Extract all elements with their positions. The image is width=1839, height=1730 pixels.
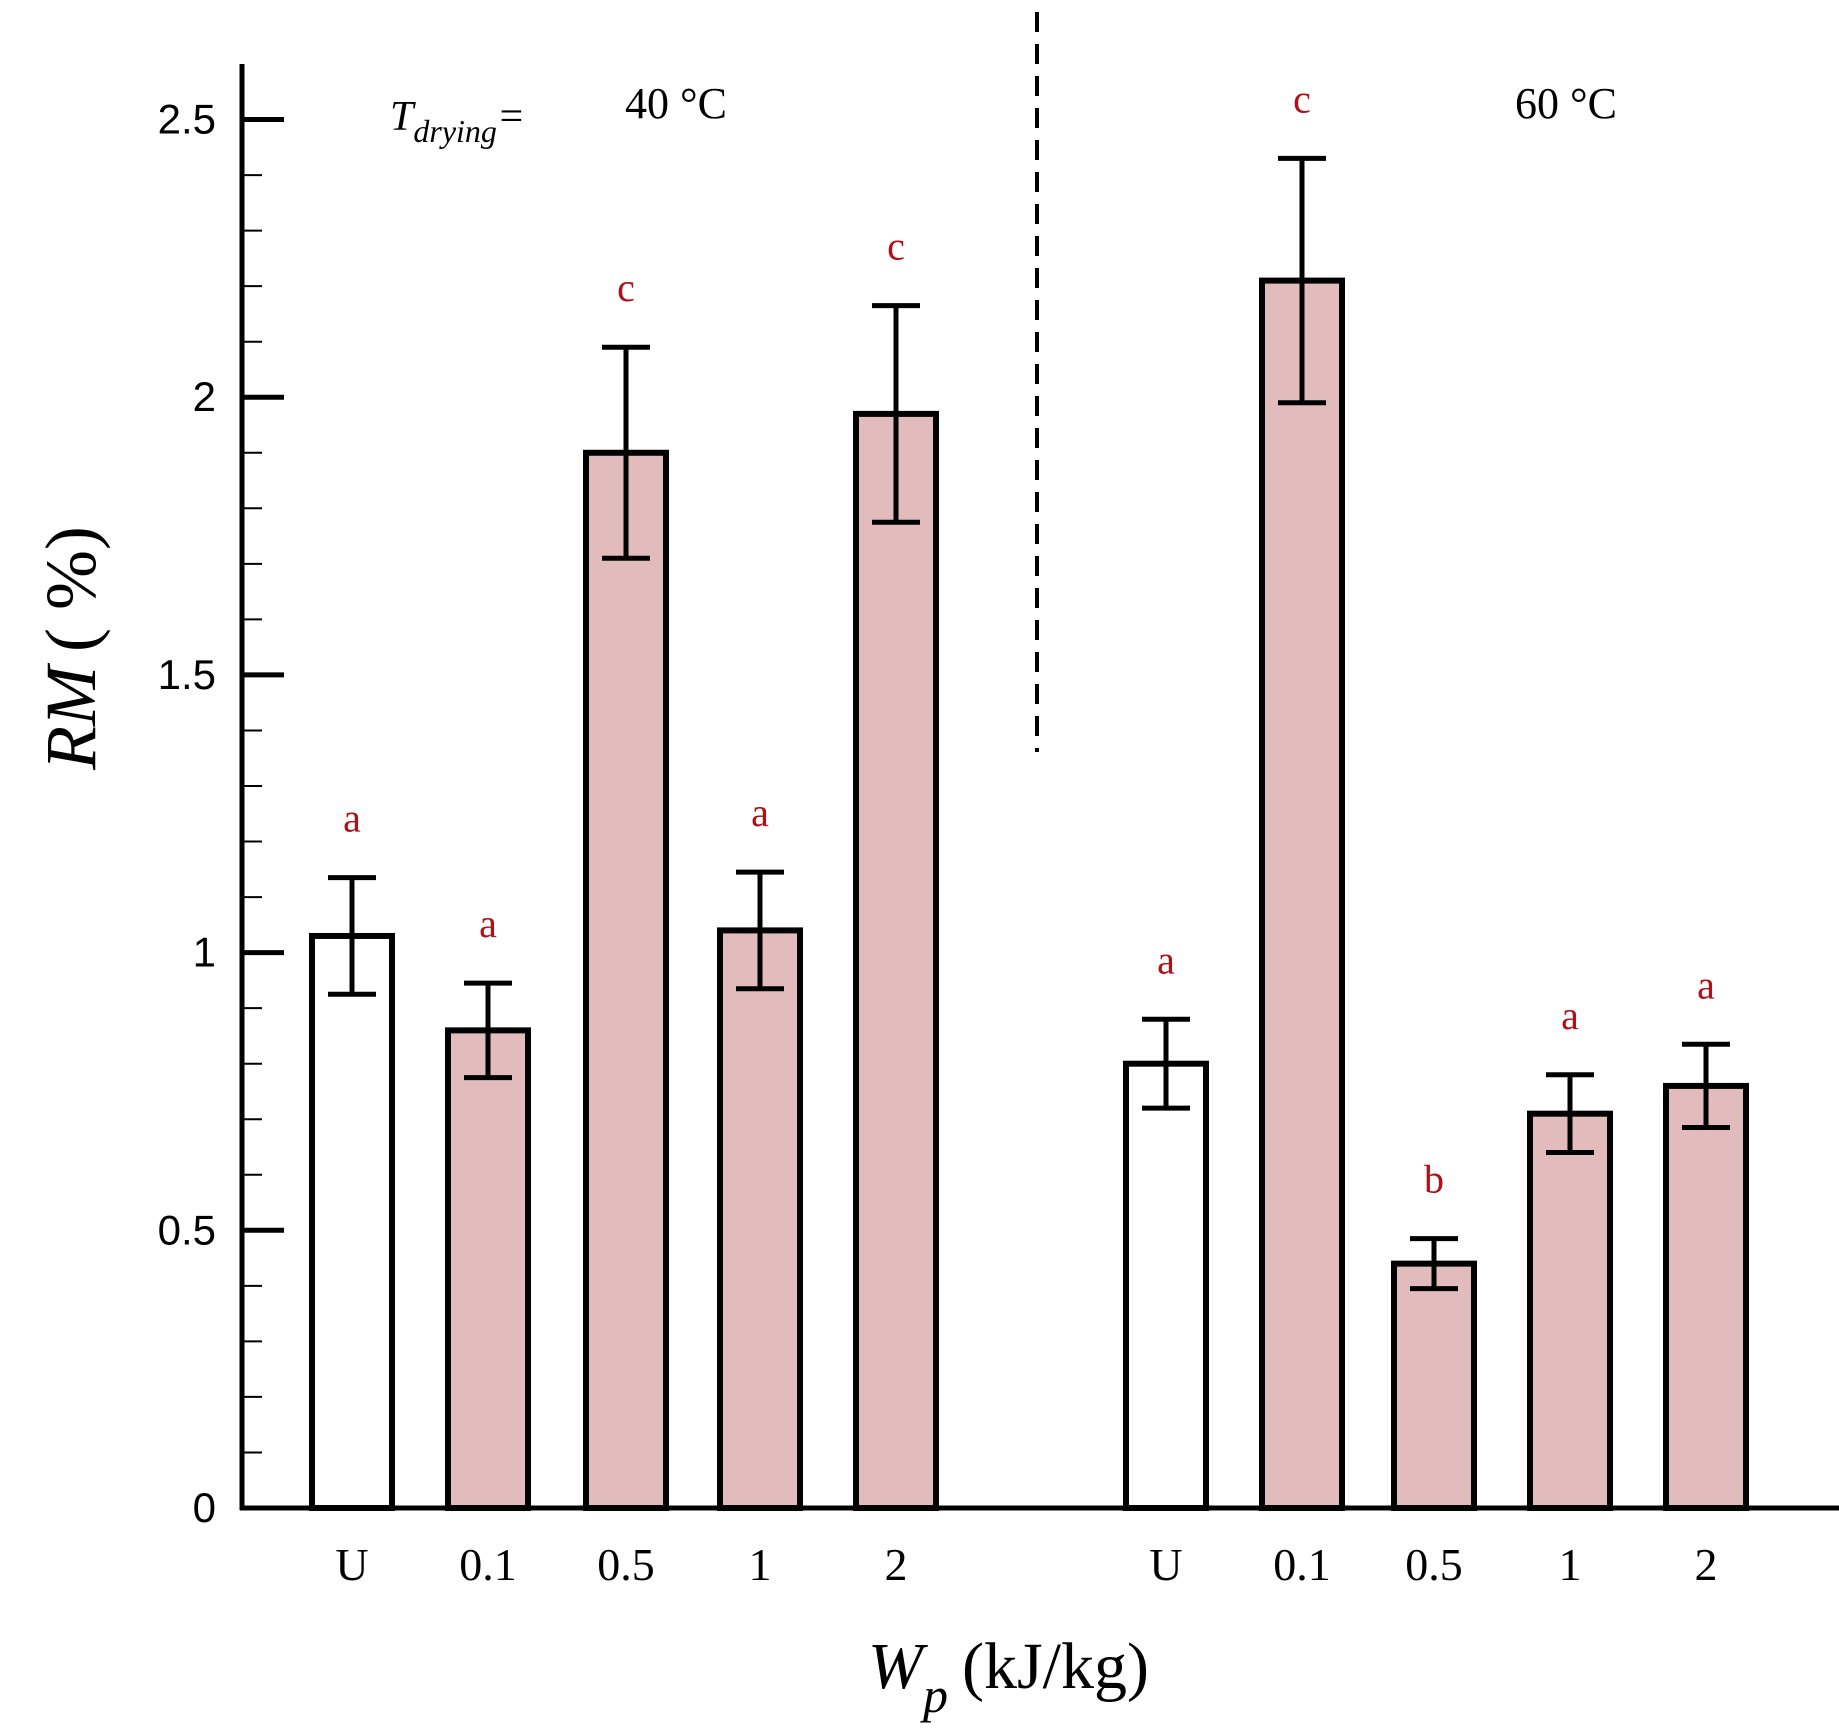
significance-letter-1-4: a	[1697, 962, 1715, 1007]
significance-letter-0-4: c	[887, 224, 905, 269]
y-tick-label: 2	[193, 373, 216, 420]
bar-0-0	[309, 932, 395, 1511]
bars-layer: a Ua 0.1 c 0.5 a 1 c 2 a Uc 0.1 b 0.5 a 1 a 2	[309, 76, 1749, 1590]
bar-0-4	[853, 410, 939, 1511]
bar-1-1	[1259, 277, 1345, 1512]
significance-letter-0-3: a	[751, 790, 769, 835]
axes-layer: 0 0.5 1 1.5 2 2.5	[158, 64, 1839, 1531]
bar-1-0	[1123, 1060, 1209, 1511]
significance-letter-0-2: c	[617, 265, 635, 310]
x-tick-label-0-0: U	[335, 1539, 368, 1590]
significance-letter-0-0: a	[343, 796, 361, 841]
y-axis-title: RM( %)	[31, 526, 111, 771]
significance-letter-1-3: a	[1561, 993, 1579, 1038]
bar-1-3	[1527, 1110, 1613, 1511]
bar-0-1	[445, 1027, 531, 1512]
bar-1-2	[1391, 1260, 1477, 1511]
temperature-label-40: 40 °C	[625, 79, 727, 128]
bar-0-3	[717, 927, 803, 1511]
significance-letter-0-1: a	[479, 901, 497, 946]
x-tick-label-1-3: 1	[1559, 1539, 1582, 1590]
y-tick-label: 0	[193, 1484, 216, 1531]
y-tick-label: 0.5	[158, 1206, 216, 1253]
x-tick-label-1-2: 0.5	[1405, 1539, 1463, 1590]
x-tick-label-1-4: 2	[1695, 1539, 1718, 1590]
x-tick-label-1-0: U	[1149, 1539, 1182, 1590]
x-tick-label-0-3: 1	[749, 1539, 772, 1590]
y-tick-label: 1.5	[158, 651, 216, 698]
x-tick-label-0-2: 0.5	[597, 1539, 655, 1590]
x-tick-label-0-1: 0.1	[459, 1539, 517, 1590]
significance-letter-1-1: c	[1293, 76, 1311, 121]
bar-1-4	[1663, 1082, 1749, 1512]
x-tick-label-0-4: 2	[885, 1539, 908, 1590]
temperature-label-60: 60 °C	[1515, 79, 1617, 128]
x-tick-label-1-1: 0.1	[1273, 1539, 1331, 1590]
temperature-prefix: Tdrying=	[390, 94, 525, 149]
y-tick-label: 1	[193, 929, 216, 976]
bar-0-2	[583, 449, 669, 1511]
significance-letter-1-0: a	[1157, 937, 1175, 982]
y-tick-label: 2.5	[158, 96, 216, 143]
x-axis-title: Wp (kJ/kg)	[868, 1630, 1149, 1723]
significance-letter-1-2: b	[1424, 1157, 1444, 1202]
